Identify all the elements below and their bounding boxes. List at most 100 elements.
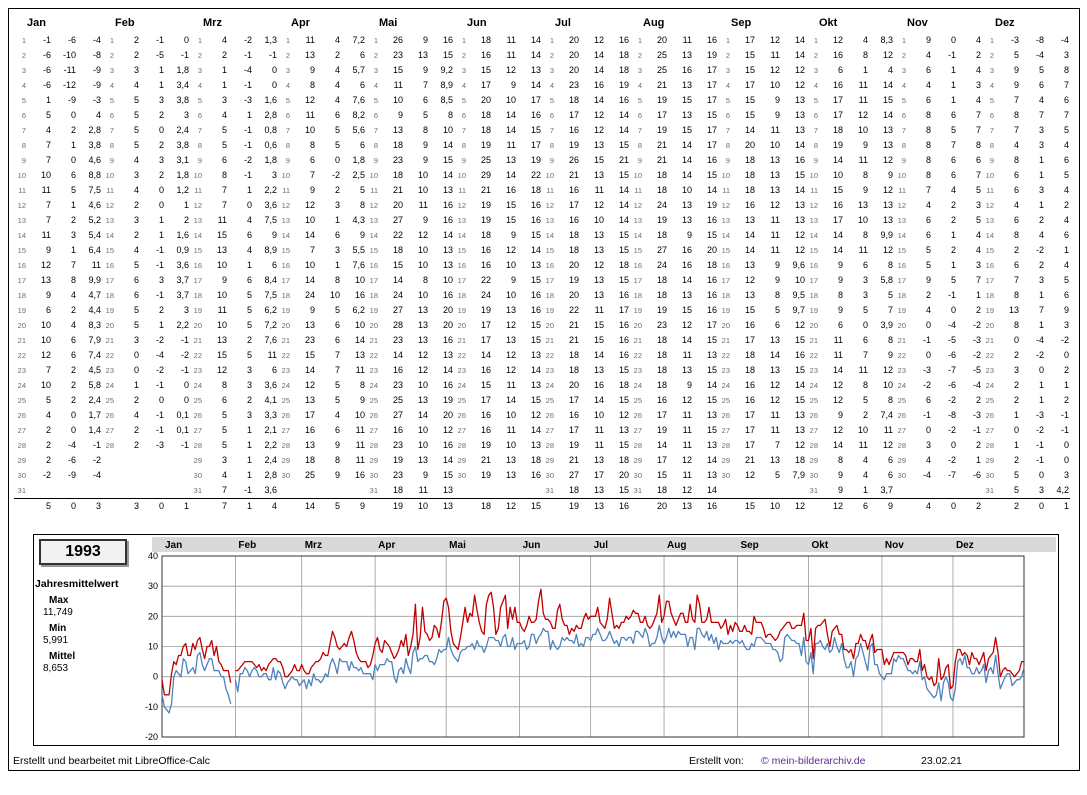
mittel-cell: 2 [1063, 365, 1069, 375]
max-cell: 21 [568, 170, 579, 180]
min-cell: -2 [331, 170, 340, 180]
mittel-cell: 14 [619, 215, 630, 225]
mittel-cell: 15 [794, 170, 805, 180]
day-number: 23 [545, 366, 554, 375]
summary-cell: 7 [204, 498, 228, 514]
day-number: 8 [461, 141, 466, 150]
max-cell: 8 [925, 170, 931, 180]
mittel-cell: 12 [619, 410, 630, 420]
min-cell: 11 [770, 410, 780, 420]
sheet-border: Jan 1 -1 -6 -4 2 -6 -10 -8 3 -6 -11 -9 4 -6 -12 -9 5 1 -9 -3… [8, 8, 1080, 771]
min-cell: 2 [950, 245, 956, 255]
min-cell: 13 [593, 230, 604, 240]
day-number: 23 [369, 366, 378, 375]
max-cell: 6 [925, 395, 931, 405]
day-number: 9 [21, 156, 26, 165]
mittel-cell: 17 [707, 140, 718, 150]
min-cell: 2 [70, 215, 76, 225]
mittel-cell: 4,4 [88, 305, 102, 315]
max-cell: 7 [1013, 95, 1019, 105]
min-cell: 13 [417, 455, 428, 465]
min-cell: 14 [417, 410, 428, 420]
max-cell: 8 [1013, 155, 1019, 165]
day-number: 5 [461, 96, 466, 105]
max-cell: 23 [392, 50, 403, 60]
mittel-cell: 14 [530, 50, 541, 60]
min-cell: 10 [857, 215, 868, 225]
day-number: 23 [105, 366, 114, 375]
day-number: 19 [369, 306, 378, 315]
max-cell: 2 [1013, 380, 1019, 390]
min-cell: 11 [594, 440, 604, 450]
mittel-cell: 15 [707, 170, 718, 180]
max-cell: 18 [656, 365, 667, 375]
mittel-cell: 0,1 [176, 425, 189, 435]
max-cell: 20 [744, 140, 755, 150]
summary-cell: 2 [996, 498, 1020, 514]
day-number: 10 [369, 171, 378, 180]
min-cell: 16 [681, 65, 692, 75]
mittel-cell: 4,7 [88, 290, 102, 300]
max-cell: 15 [216, 350, 227, 360]
mittel-cell: 7 [1063, 110, 1069, 120]
max-cell: 20 [656, 35, 667, 45]
mittel-cell: 18 [619, 65, 630, 75]
day-number: 10 [809, 171, 818, 180]
mittel-cell: 3,8 [176, 95, 189, 105]
day-number: 6 [549, 111, 554, 120]
footer: Erstellt und bearbeitet mit LibreOffice-… [9, 754, 1079, 769]
summary-cell: 15 [732, 498, 756, 514]
day-number: 4 [813, 81, 818, 90]
chart-info-panel: 1993 Jahresmittelwert Max 11,749 Min 5,9… [34, 535, 140, 745]
mittel-cell: 0,9 [176, 245, 189, 255]
max-cell: 25 [392, 395, 403, 405]
min-cell: 11 [506, 35, 516, 45]
day-number: 12 [633, 201, 642, 210]
mittel-cell: 16 [443, 200, 454, 210]
mittel-cell: 1 [976, 455, 982, 465]
footer-link[interactable]: © mein-bilderarchiv.de [761, 755, 866, 767]
min-cell: 3 [1038, 275, 1044, 285]
day-number: 10 [985, 171, 994, 180]
min-cell: 7 [334, 350, 340, 360]
max-cell: 16 [744, 395, 755, 405]
day-number: 24 [281, 381, 290, 390]
max-cell: 2 [133, 35, 139, 45]
max-cell: -6 [42, 50, 51, 60]
day-number: 19 [985, 306, 994, 315]
mittel-cell: -9 [93, 80, 102, 90]
min-cell: 1 [158, 80, 164, 90]
day-number: 14 [809, 231, 818, 240]
day-number: 10 [281, 171, 290, 180]
mittel-cell: 0,1 [176, 410, 189, 420]
mittel-cell: 2,2 [264, 440, 278, 450]
min-cell: -4 [155, 350, 164, 360]
min-cell: 12 [769, 35, 780, 45]
day-number: 12 [985, 201, 994, 210]
min-cell: 14 [593, 50, 604, 60]
day-number: 23 [985, 366, 994, 375]
day-number: 2 [725, 51, 730, 60]
mittel-cell: 13 [355, 350, 366, 360]
max-cell: 23 [392, 335, 403, 345]
min-cell: 13 [681, 365, 692, 375]
day-number: 15 [897, 246, 906, 255]
mittel-cell: 18 [619, 50, 630, 60]
min-cell: -2 [243, 155, 252, 165]
summary-spacer [982, 498, 996, 514]
max-cell: 0 [133, 350, 139, 360]
mittel-cell: 6 [272, 365, 278, 375]
max-cell: 8 [221, 170, 227, 180]
max-cell: 11 [833, 350, 843, 360]
mittel-cell: 14 [707, 455, 718, 465]
min-cell: 10 [417, 260, 428, 270]
min-cell: -6 [67, 35, 76, 45]
max-cell: 3 [133, 215, 139, 225]
jahresmittelwert-label: Jahresmittelwert [35, 578, 119, 590]
max-cell: 19 [568, 275, 579, 285]
mittel-cell: 15 [619, 230, 630, 240]
max-cell: -2 [922, 380, 931, 390]
max-cell: 17 [744, 440, 755, 450]
max-cell: 5 [133, 320, 139, 330]
day-number: 6 [197, 111, 202, 120]
